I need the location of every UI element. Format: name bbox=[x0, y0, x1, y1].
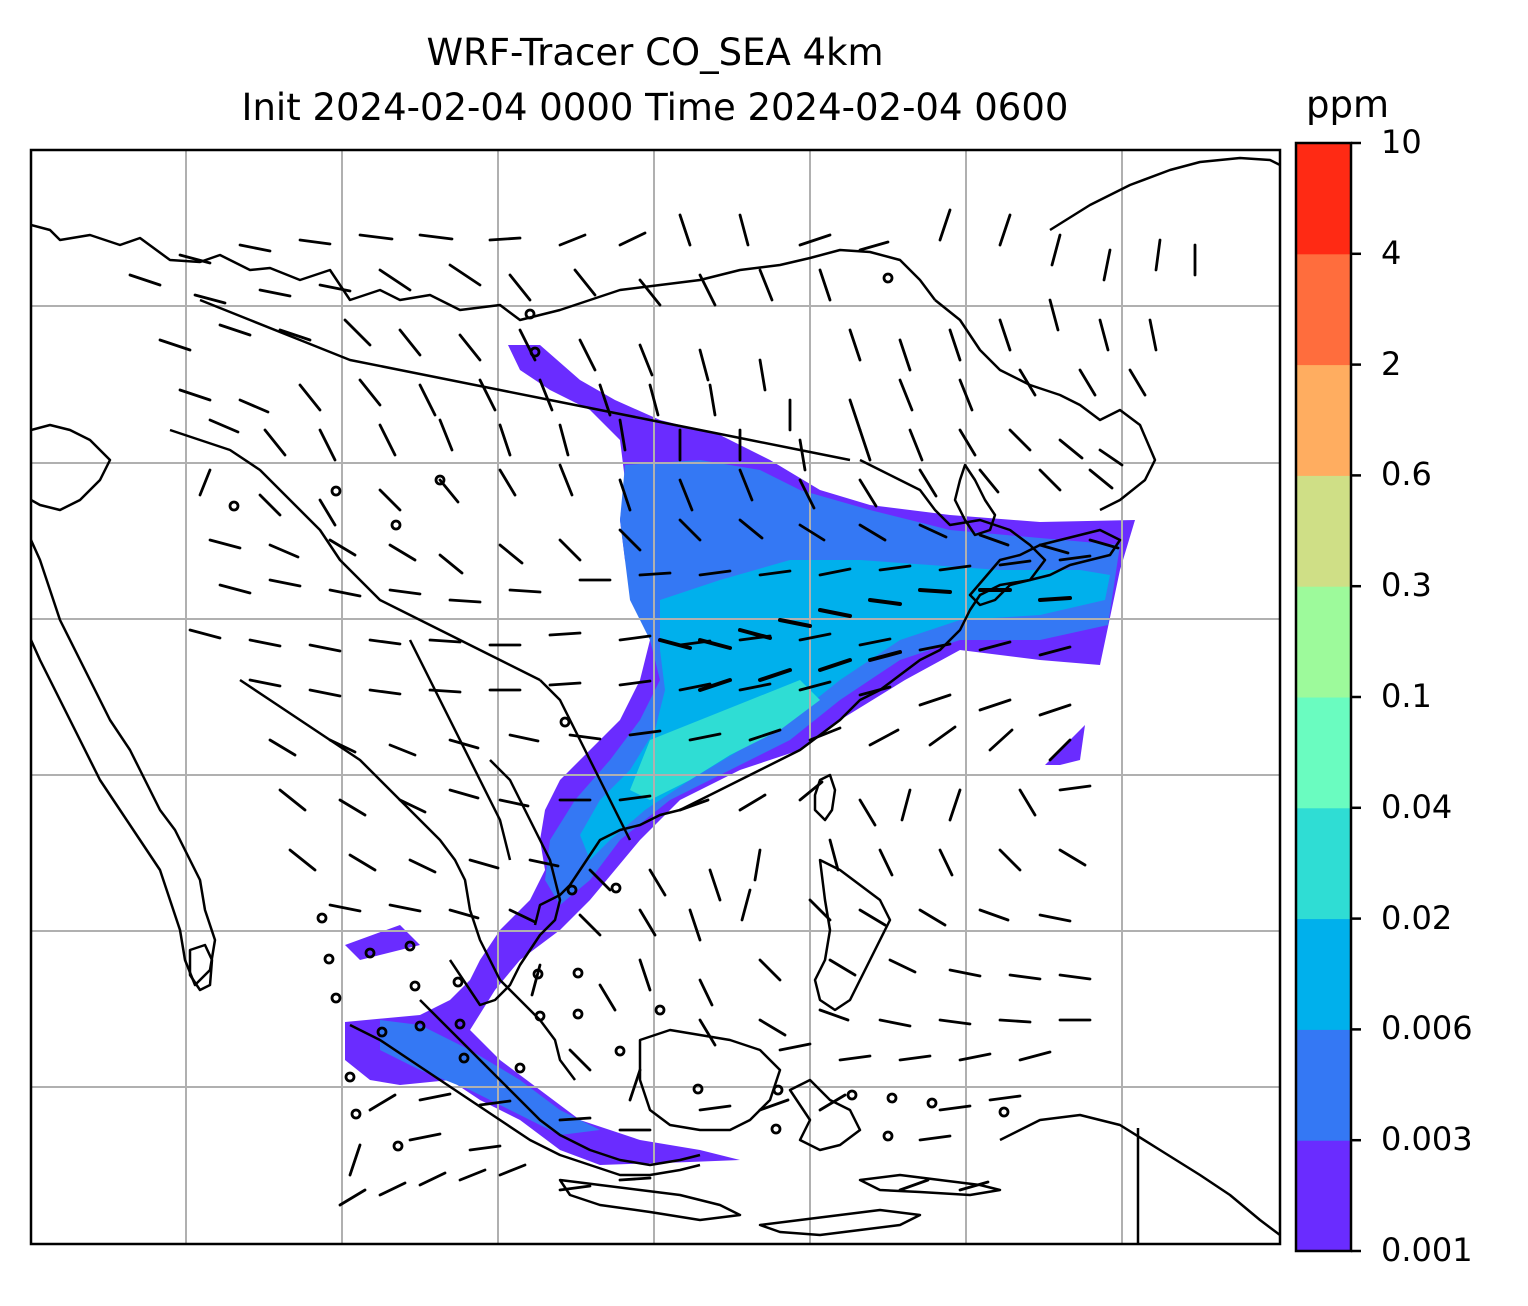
plume-outer-south bbox=[345, 925, 420, 960]
colorbar-unit-label: ppm bbox=[1306, 83, 1390, 126]
colorbar-tick-label: 4 bbox=[1381, 233, 1402, 272]
border-china-sea bbox=[539, 679, 632, 841]
co-plume-layer bbox=[345, 345, 1135, 1165]
coast-philippines bbox=[813, 858, 892, 1012]
coast-taiwan bbox=[813, 773, 837, 822]
colorbar-segment bbox=[1296, 1029, 1351, 1141]
colorbar-tick-label: 0.006 bbox=[1381, 1009, 1473, 1048]
gridlines bbox=[31, 150, 1280, 1244]
coastlines bbox=[31, 156, 1280, 1244]
colorbar-segment bbox=[1296, 586, 1351, 698]
colorbar-tick-label: 10 bbox=[1381, 123, 1422, 161]
plume-mid-south bbox=[380, 1020, 600, 1135]
colorbar-segment bbox=[1296, 697, 1351, 809]
border-mongolia bbox=[199, 298, 851, 462]
colorbar-tick-label: 0.3 bbox=[1381, 566, 1432, 605]
coast-india bbox=[31, 539, 217, 987]
colorbar-segment bbox=[1296, 475, 1351, 587]
plume-inner bbox=[580, 560, 1110, 860]
coast-sumatra bbox=[349, 1023, 701, 1177]
colorbar-tick-label: 0.02 bbox=[1381, 898, 1453, 937]
coast-malay bbox=[419, 999, 701, 1167]
coast-russia-east bbox=[1049, 156, 1280, 232]
plot-frame bbox=[29, 148, 1282, 1246]
colorbar-segment bbox=[1296, 364, 1351, 476]
colorbar-tick-label: 0.6 bbox=[1381, 455, 1432, 494]
coast-png bbox=[999, 1113, 1280, 1236]
coast-china-east bbox=[533, 458, 1047, 926]
colorbar-segment bbox=[1296, 1140, 1351, 1252]
calm-markers bbox=[228, 272, 1010, 1152]
coast-indochina bbox=[448, 759, 562, 1007]
colorbar bbox=[1296, 141, 1361, 1253]
colorbar-segment bbox=[1296, 918, 1351, 1030]
map-title-line2: Init 2024-02-04 0000 Time 2024-02-04 060… bbox=[241, 86, 1069, 129]
colorbar-tick-label: 0.1 bbox=[1381, 677, 1432, 715]
map-title-line1: WRF-Tracer CO_SEA 4km bbox=[426, 31, 884, 74]
coast-java bbox=[558, 1178, 742, 1222]
coast-flores bbox=[858, 1173, 1002, 1197]
coast-sulawesi bbox=[788, 1078, 862, 1152]
wind-barbs bbox=[128, 208, 1197, 1207]
coast-japan bbox=[968, 528, 1122, 607]
coast-korea-peninsula bbox=[953, 463, 997, 537]
plume-core bbox=[630, 680, 820, 800]
border-himalaya bbox=[169, 428, 541, 682]
colorbar-tick-label: 0.003 bbox=[1381, 1120, 1473, 1159]
colorbar-tick-label: 0.04 bbox=[1381, 787, 1453, 826]
border-mekong bbox=[408, 639, 512, 861]
coast-srilanka bbox=[188, 943, 214, 992]
colorbar-frame bbox=[1294, 141, 1353, 1253]
colorbar-segment bbox=[1296, 807, 1351, 920]
coast-korea-russia bbox=[934, 299, 1157, 512]
colorbar-tick-label: 0.001 bbox=[1381, 1231, 1473, 1269]
coast-timor bbox=[758, 1208, 922, 1237]
coast-north-border bbox=[31, 223, 936, 322]
colorbar-segment bbox=[1296, 253, 1351, 366]
coast-sri-misc bbox=[31, 423, 112, 512]
colorbar-tick-label: 2 bbox=[1381, 344, 1402, 383]
colorbar-segment bbox=[1296, 143, 1351, 255]
